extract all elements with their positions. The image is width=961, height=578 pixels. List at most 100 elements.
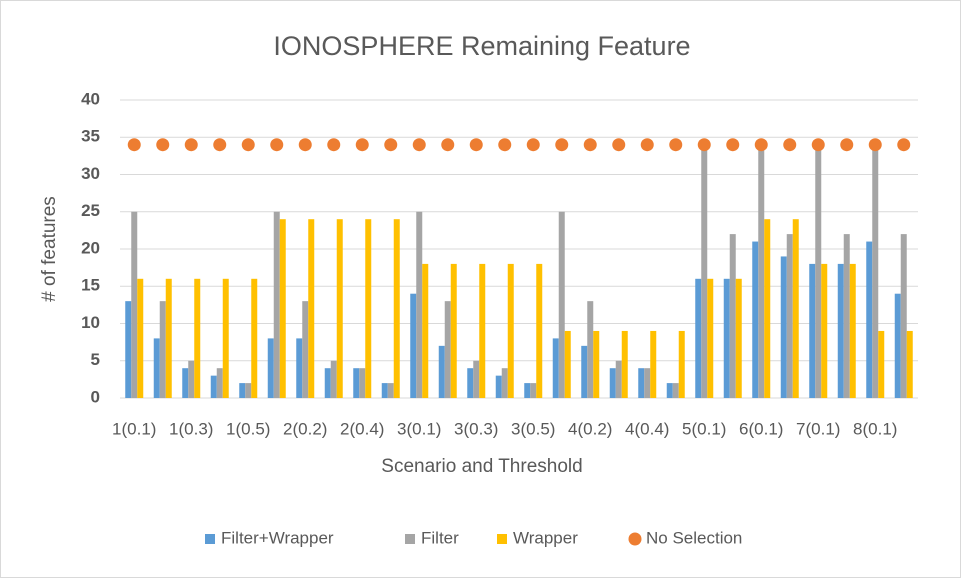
bar [672,383,679,398]
bar [678,330,685,398]
dot [897,138,911,152]
bar [273,211,280,398]
bar [644,368,651,398]
bar [353,368,360,398]
x-tick-label: 1(0.3) [169,419,213,438]
bar [735,278,742,398]
dot [583,138,597,152]
dot [526,138,540,152]
bar [621,330,628,398]
dot [298,138,312,152]
bar [507,263,514,398]
bar [359,368,366,398]
dot [213,138,227,152]
bar [837,263,844,398]
legend-swatch [628,532,642,546]
bar [324,368,331,398]
dot [355,138,369,152]
bar [267,338,274,398]
bar [210,375,217,398]
dot [156,138,170,152]
dot [327,138,341,152]
bar [780,256,787,398]
bar [564,330,571,398]
bar [473,360,480,398]
bar [866,241,873,398]
legend-label: Filter+Wrapper [221,528,334,547]
x-tick-label: 5(0.1) [682,419,726,438]
legend-swatch [497,534,507,544]
y-tick-label: 10 [81,313,100,332]
bar [422,263,429,398]
x-tick-label: 7(0.1) [796,419,840,438]
dot [184,138,198,152]
legend-swatch [405,534,415,544]
dot [612,138,626,152]
bar [479,263,486,398]
bar [296,338,303,398]
bar [188,360,195,398]
x-tick-label: 2(0.2) [283,419,327,438]
dot [783,138,797,152]
bar [536,263,543,398]
bar [222,278,229,398]
dot [270,138,284,152]
bar [815,144,822,398]
bar [125,301,132,398]
bar [609,368,616,398]
bar [182,368,189,398]
legend-swatch [205,534,215,544]
x-tick-label: 1(0.5) [226,419,270,438]
x-tick-label: 3(0.3) [454,419,498,438]
bar [444,301,451,398]
bar [729,234,736,398]
y-axis-title: # of features [39,196,60,302]
y-tick-label: 30 [81,164,100,183]
bar [587,301,594,398]
chart-title: IONOSPHERE Remaining Feature [273,31,690,61]
x-tick-label: 6(0.1) [739,419,783,438]
y-tick-label: 15 [81,276,100,295]
dot [241,138,255,152]
bar [792,219,799,398]
bar [302,301,309,398]
bar [552,338,559,398]
dot [811,138,825,152]
bar [764,219,771,398]
x-axis-title: Scenario and Threshold [381,456,582,477]
bar [809,263,816,398]
bar [387,383,394,398]
x-tick-label: 1(0.1) [112,419,156,438]
dot [840,138,854,152]
bar [279,219,286,398]
legend-label: No Selection [646,528,742,547]
x-tick-label: 4(0.4) [625,419,669,438]
bar [872,144,879,398]
bar [239,383,246,398]
bar [251,278,258,398]
bar [450,263,457,398]
bar [723,278,730,398]
bar [558,211,565,398]
bar [245,383,252,398]
dot [640,138,654,152]
dot [726,138,740,152]
bar [336,219,343,398]
bar [581,345,588,398]
bar [752,241,759,398]
bar [695,278,702,398]
x-tick-label: 3(0.1) [397,419,441,438]
y-tick-label: 40 [81,89,100,108]
bar [593,330,600,398]
bar [381,383,388,398]
dot [441,138,455,152]
bar [330,360,337,398]
bar [501,368,508,398]
dot [868,138,882,152]
bar [137,278,144,398]
dot [669,138,683,152]
bar [900,234,907,398]
bar [650,330,657,398]
bar [821,263,828,398]
